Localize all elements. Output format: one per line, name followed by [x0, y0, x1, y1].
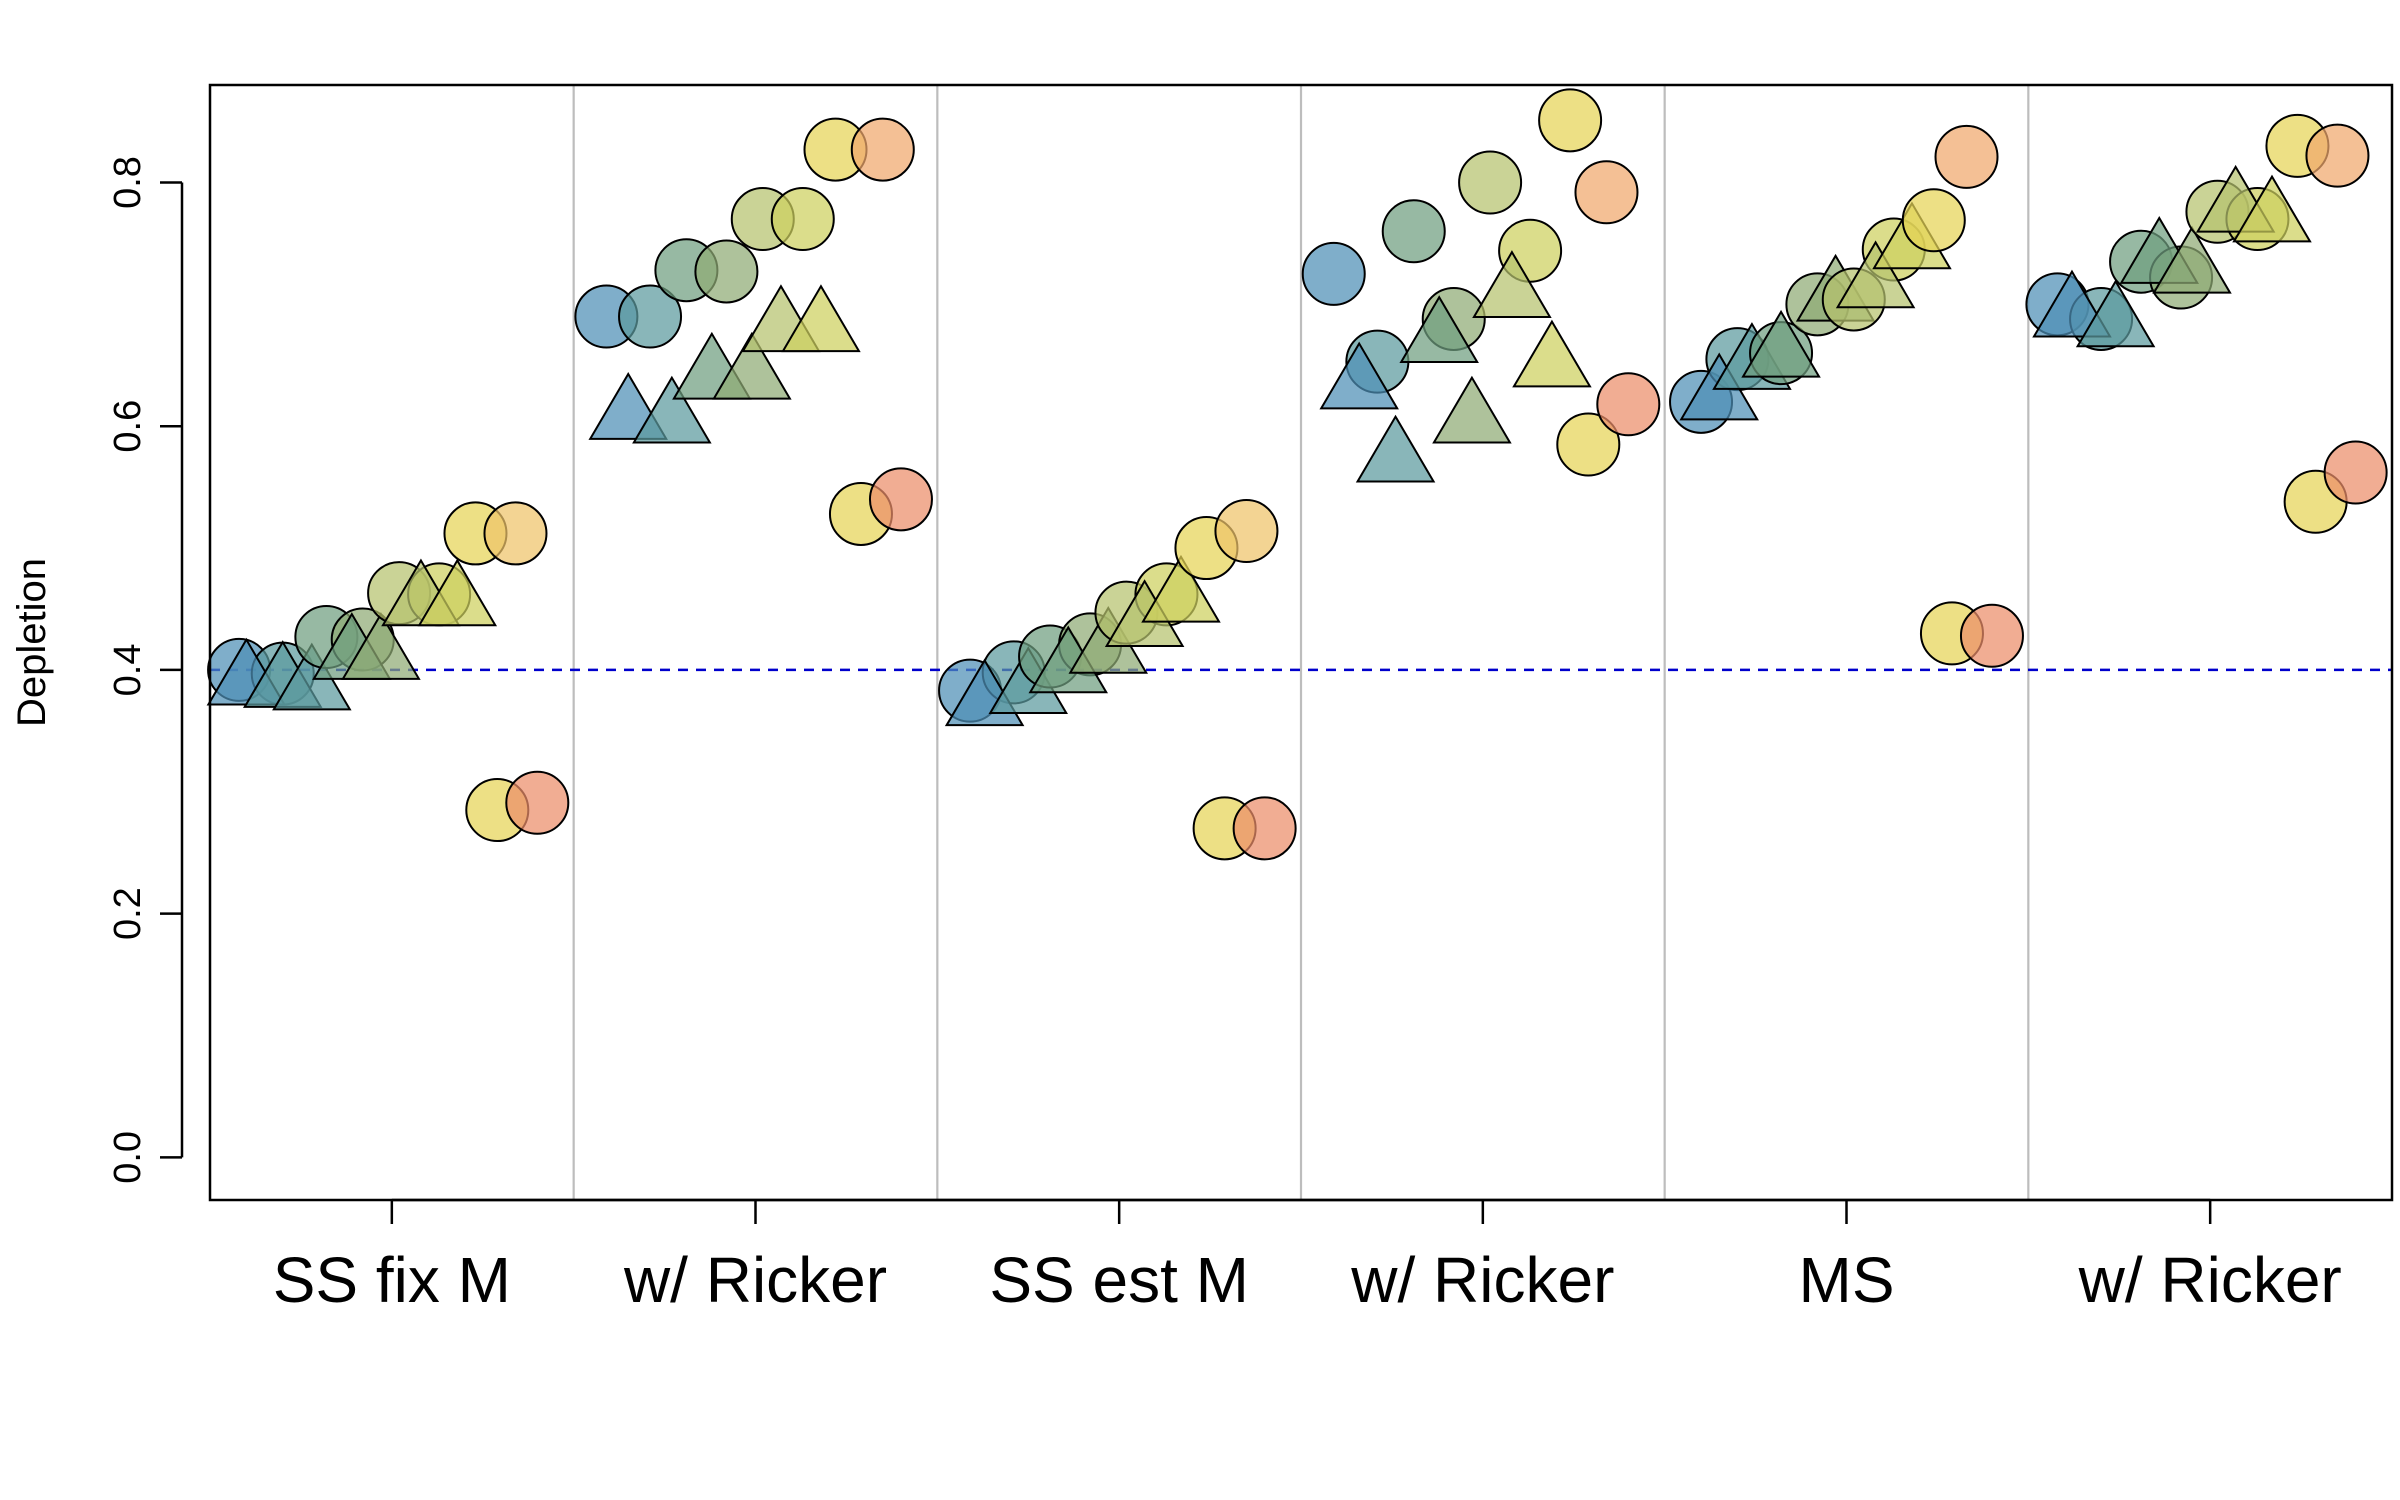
data-point-circle: [850, 117, 915, 182]
category-label: SS est M: [989, 1244, 1249, 1316]
data-point-triangle: [341, 612, 421, 680]
category-label: MS: [1799, 1244, 1895, 1316]
data-point-circle: [694, 239, 759, 304]
category-label: SS fix M: [273, 1244, 511, 1316]
y-axis: 0.0 0.2 0.4 0.6 0.8: [107, 156, 184, 1184]
y-tick-label: 0.8: [107, 156, 149, 209]
data-point-circle: [1901, 188, 1966, 253]
y-tick-label: 0.2: [107, 887, 149, 940]
data-point-triangle: [417, 558, 498, 627]
data-point-circle: [1538, 88, 1603, 153]
data-point-triangle: [1141, 554, 1221, 623]
data-points: [206, 88, 2388, 861]
data-point-triangle: [1835, 240, 1916, 309]
data-point-circle: [483, 501, 548, 566]
data-point-triangle: [781, 284, 861, 353]
data-point-circle: [2323, 440, 2388, 505]
data-point-triangle: [1512, 319, 1592, 388]
data-point-triangle: [2232, 174, 2312, 243]
data-point-circle: [868, 467, 933, 532]
data-point-triangle: [2075, 279, 2156, 348]
data-point-circle: [1934, 124, 1999, 189]
data-point-triangle: [1472, 250, 1552, 318]
data-point-triangle: [2152, 225, 2232, 294]
data-point-circle: [770, 187, 835, 252]
data-point-triangle: [1741, 309, 1821, 378]
panel-dividers: [572, 85, 2030, 1200]
category-label: w/ Ricker: [2078, 1244, 2342, 1316]
y-tick-label: 0.4: [107, 644, 149, 697]
data-point-triangle: [1399, 295, 1479, 364]
data-point-circle: [1458, 150, 1523, 215]
category-label: w/ Ricker: [623, 1244, 887, 1316]
data-point-circle: [1556, 412, 1621, 477]
data-point-circle: [505, 770, 570, 835]
data-point-circle: [1232, 796, 1297, 861]
data-point-triangle: [632, 375, 712, 444]
data-point-circle: [1214, 499, 1279, 563]
data-point-circle: [1381, 199, 1446, 264]
data-point-circle: [2305, 123, 2370, 188]
data-point-circle: [1301, 241, 1366, 306]
data-point-circle: [1596, 372, 1661, 437]
x-axis: SS fix M w/ Ricker SS est M w/ Ricker MS w/ R…: [273, 1198, 2342, 1316]
data-point-circle: [618, 284, 683, 349]
category-label: w/ Ricker: [1350, 1244, 1614, 1316]
data-point-circle: [1959, 603, 2024, 668]
y-tick-label: 0.0: [107, 1131, 149, 1184]
data-point-triangle: [1319, 341, 1399, 410]
data-point-triangle: [2032, 269, 2112, 338]
data-point-circle: [1574, 160, 1639, 225]
data-point-triangle: [712, 331, 792, 400]
data-point-triangle: [1355, 414, 1436, 483]
data-point-triangle: [1432, 375, 1512, 444]
y-axis-label: Depletion: [10, 558, 54, 727]
y-tick-label: 0.6: [107, 400, 149, 453]
